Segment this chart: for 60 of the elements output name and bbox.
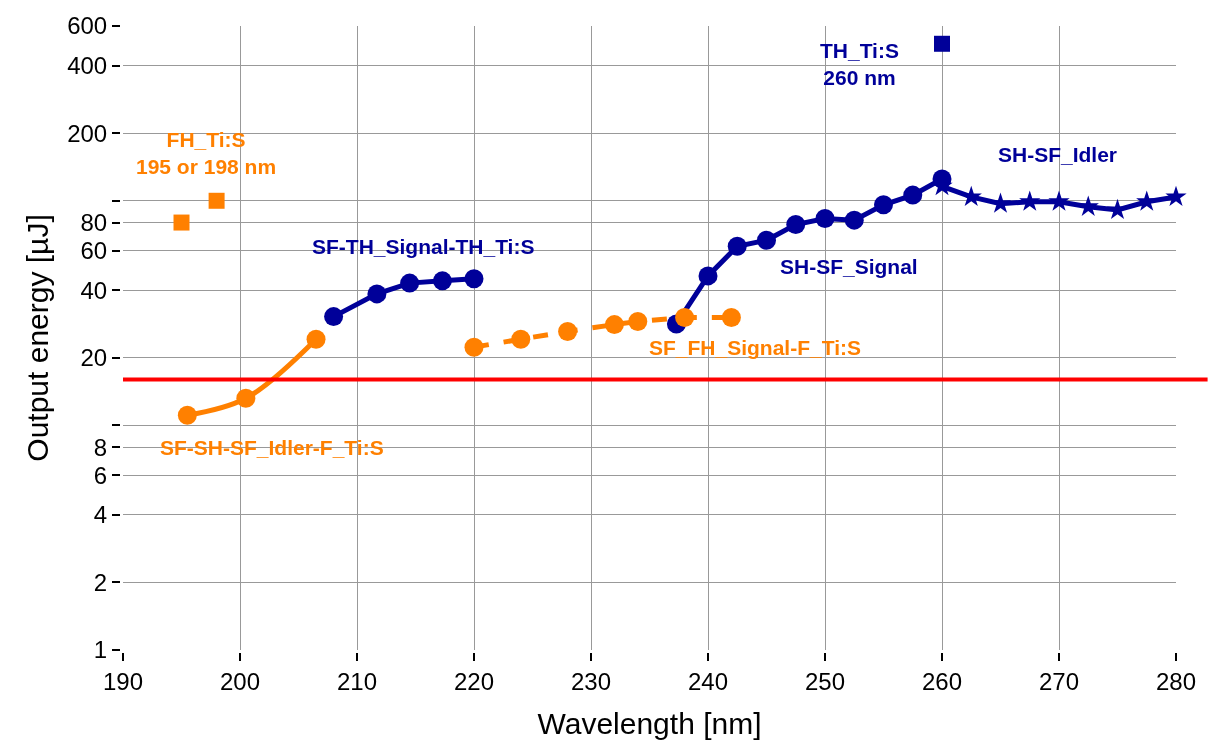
x-tick-label: 210 xyxy=(336,667,378,695)
y-tick-label: 4 xyxy=(93,501,108,529)
point xyxy=(934,35,950,52)
point xyxy=(464,337,484,357)
y-tick-label: 40 xyxy=(80,276,108,304)
y-axis-title: Output energy [µJ] xyxy=(21,214,55,462)
point xyxy=(367,284,387,304)
point xyxy=(721,308,741,328)
point xyxy=(558,321,578,341)
x-axis-title: Wavelength [nm] xyxy=(537,707,762,741)
series-label: SF-SH-SF_Idler-F_Ti:S xyxy=(160,436,384,459)
point xyxy=(306,329,326,349)
point xyxy=(400,273,420,293)
point xyxy=(815,208,835,228)
series-label: FH_Ti:S 195 or 198 nm xyxy=(136,128,277,179)
point xyxy=(604,315,624,335)
point xyxy=(675,308,695,328)
point xyxy=(324,307,344,327)
point xyxy=(464,269,484,289)
point xyxy=(786,215,806,235)
x-tick-label: 260 xyxy=(921,667,963,695)
point xyxy=(208,192,225,209)
series-label: SF-TH_Signal-TH_Ti:S xyxy=(312,235,535,258)
point xyxy=(757,230,776,250)
x-tick-label: 200 xyxy=(219,667,261,695)
y-tick-label: 200 xyxy=(67,119,108,147)
y-tick-label: 6 xyxy=(93,461,108,489)
y-tick-label: 8 xyxy=(93,433,108,461)
point xyxy=(177,405,197,425)
x-tick-label: 250 xyxy=(804,667,846,695)
point xyxy=(844,210,864,230)
x-tick-label: 240 xyxy=(687,667,729,695)
y-tick-label: 60 xyxy=(80,237,108,265)
point xyxy=(903,185,923,205)
point xyxy=(1019,190,1041,211)
point xyxy=(432,271,452,291)
y-tick-label: 1 xyxy=(93,636,108,664)
point xyxy=(236,388,256,408)
series-label: SH-SF_Idler xyxy=(998,143,1118,166)
point xyxy=(173,214,190,231)
series-label: SF_FH_Signal-F_Ti:S xyxy=(649,336,861,359)
y-tick-label: 2 xyxy=(93,568,108,596)
y-tick-label: 20 xyxy=(80,344,108,372)
point xyxy=(1048,190,1070,211)
x-tick-label: 190 xyxy=(102,667,144,695)
point xyxy=(727,236,747,256)
series-label: SH-SF_Signal xyxy=(780,255,918,278)
point xyxy=(698,266,718,286)
point xyxy=(628,312,648,332)
y-tick-label: 400 xyxy=(67,51,108,79)
point xyxy=(874,195,893,215)
x-tick-label: 270 xyxy=(1038,667,1080,695)
series-label: TH_Ti:S 260 nm xyxy=(820,39,899,90)
x-tick-label: 280 xyxy=(1155,667,1197,695)
x-tick-label: 230 xyxy=(570,667,612,695)
point xyxy=(511,329,531,349)
y-tick-label: 600 xyxy=(67,12,108,40)
y-tick-label: 80 xyxy=(80,208,108,236)
point xyxy=(1165,185,1187,207)
x-tick-label: 220 xyxy=(453,667,495,695)
